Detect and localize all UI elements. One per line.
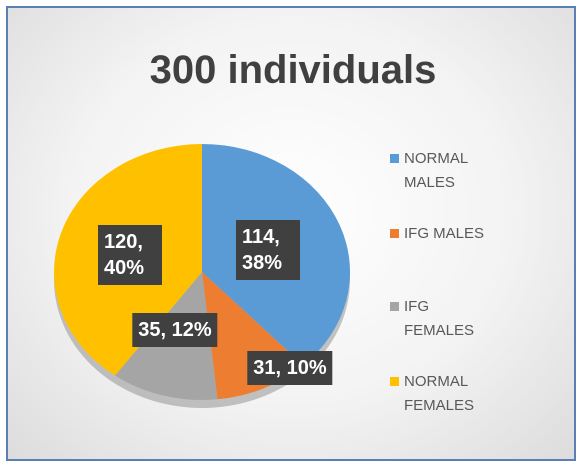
data-label: 31, 10% <box>247 351 333 385</box>
legend-swatch <box>390 154 399 163</box>
data-label: 114, 38% <box>236 220 300 280</box>
data-label: 120, 40% <box>98 225 162 285</box>
legend-label: IFG FEMALES <box>404 298 475 339</box>
legend-swatch <box>390 229 399 238</box>
legend-item: IFG FEMALES <box>390 295 500 343</box>
legend-swatch <box>390 377 399 386</box>
legend-item: NORMAL FEMALES <box>390 370 500 418</box>
legend-swatch <box>390 302 399 311</box>
legend-label: NORMAL MALES <box>404 150 468 191</box>
legend-label: IFG MALES <box>404 225 485 242</box>
chart-title: 300 individuals <box>149 48 437 92</box>
legend-item: IFG MALES <box>390 222 500 246</box>
data-label: 35, 12% <box>132 313 218 347</box>
legend-item: NORMAL MALES <box>390 147 500 195</box>
legend-label: NORMAL FEMALES <box>404 373 475 414</box>
